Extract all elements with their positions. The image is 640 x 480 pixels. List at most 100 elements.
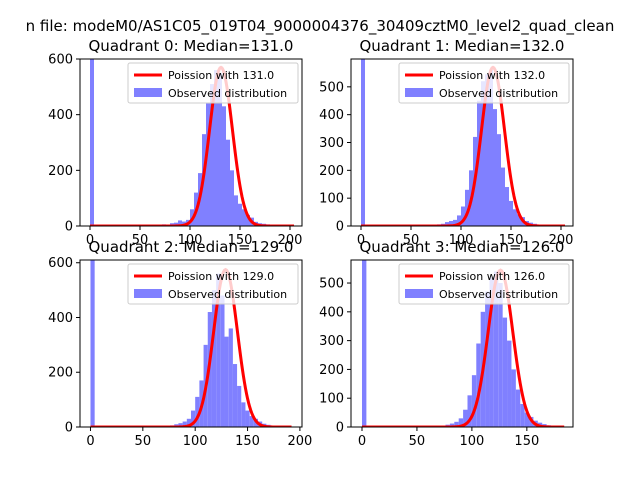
x-tick-label: 0 (86, 233, 94, 248)
legend: Poission with 126.0 Observed distribution (398, 263, 570, 305)
axes-frame (79, 259, 303, 428)
histogram-bar (174, 222, 178, 226)
histogram-bar (449, 220, 453, 226)
histogram-bar (246, 214, 250, 226)
histogram-bar (509, 200, 513, 226)
y-tick-label: 600 (48, 53, 73, 68)
legend-fit-label: Poission with 126.0 (439, 270, 545, 283)
y-tick-label: 500 (319, 80, 344, 95)
histogram-bar (477, 100, 481, 226)
histogram-bar (210, 84, 214, 226)
histogram-bar (457, 215, 461, 226)
histogram-bar (249, 416, 254, 427)
x-tick-label: 100 (183, 434, 208, 449)
y-tick-label: 400 (48, 311, 73, 326)
histogram-bar (485, 291, 490, 427)
histogram-bar (178, 423, 183, 427)
histogram-bar (467, 395, 472, 427)
histogram-bar (90, 260, 95, 427)
y-tick-label: 0 (336, 220, 344, 235)
y-tick-label: 100 (319, 392, 344, 407)
histogram-bar (471, 375, 477, 427)
histogram-bars (361, 260, 565, 427)
histogram-bar (489, 277, 494, 427)
x-tick-label: 100 (459, 434, 484, 449)
x-tick-label: 0 (358, 434, 366, 449)
legend-hist-label: Observed distribution (439, 288, 558, 301)
quadrant-3-panel: 0 50 100 150 0 100 200 300 400 500 Quadrant 3: Med… (319, 238, 574, 449)
histogram-bar (234, 195, 238, 226)
histogram-bar (453, 219, 457, 226)
y-tick-label: 400 (48, 108, 73, 123)
quadrant-2-panel: 0 50 100 150 200 0 200 400 600 Quadrant 2: Median… (48, 238, 312, 449)
legend-box (127, 62, 299, 104)
histogram-bar (195, 396, 200, 427)
quadrant-1-panel: 0 50 100 150 200 0 100 200 300 400 500 Quadrant 1: … (319, 37, 574, 248)
legend-hist-label: Observed distribution (439, 87, 558, 100)
histogram-bar (218, 72, 222, 226)
x-tick-label: 200 (287, 434, 312, 449)
y-tick-label: 600 (48, 256, 73, 271)
histogram-bar (463, 409, 468, 427)
legend-hist-swatch (134, 289, 162, 298)
histogram-bar (476, 343, 481, 427)
histogram-bar (505, 187, 509, 226)
histogram-bar (520, 403, 525, 427)
y-tick-label: 200 (319, 363, 344, 378)
legend-hist-label: Observed distribution (168, 87, 287, 100)
axes-frame (350, 259, 574, 428)
histogram-bar (232, 364, 238, 427)
x-tick-label: 150 (499, 233, 524, 248)
histogram-bar (224, 336, 229, 427)
y-tick-label: 100 (319, 192, 344, 207)
histogram-bar (449, 423, 455, 427)
legend-hist-label: Observed distribution (168, 288, 287, 301)
panel-title: Quadrant 1: Median=132.0 (360, 37, 565, 55)
legend-hist-swatch (405, 88, 433, 97)
histogram-bar (511, 369, 516, 427)
x-tick-label: 0 (357, 233, 365, 248)
poisson-fit-line (361, 268, 565, 427)
y-tick-label: 200 (48, 366, 73, 381)
histogram-bar (226, 139, 230, 226)
histogram-bar (361, 59, 365, 226)
histogram-bar (186, 418, 191, 427)
legend: Poission with 132.0 Observed distribution (398, 62, 570, 104)
histogram-bar (220, 295, 225, 427)
histogram-bar (517, 214, 521, 226)
x-tick-label: 100 (449, 233, 474, 248)
x-tick-label: 50 (403, 233, 420, 248)
histogram-bar (361, 260, 367, 427)
histogram-bar (445, 222, 449, 226)
x-tick-label: 50 (409, 434, 426, 449)
histogram-bar (245, 410, 250, 427)
x-tick-label: 50 (132, 233, 149, 248)
axes-frame (79, 58, 303, 227)
y-tick-label: 200 (48, 164, 73, 179)
histogram-bar (182, 421, 187, 427)
histogram-bar (498, 283, 503, 427)
x-tick-label: 150 (514, 434, 539, 449)
histogram-bar (502, 317, 508, 427)
histogram-bar (507, 340, 512, 427)
histogram-bar (493, 109, 497, 226)
y-tick-label: 300 (319, 334, 344, 349)
y-tick-label: 400 (319, 108, 344, 123)
histogram-bar (461, 206, 465, 226)
x-tick-label: 150 (235, 434, 260, 449)
histogram-bar (241, 402, 246, 427)
y-tick-label: 0 (336, 421, 344, 436)
histogram-bar (206, 103, 210, 226)
histogram-bar (454, 421, 459, 427)
y-tick-label: 200 (319, 164, 344, 179)
histogram-bar (497, 134, 501, 226)
legend-hist-swatch (134, 88, 162, 97)
y-tick-label: 0 (65, 220, 73, 235)
legend-fit-label: Poission with 129.0 (168, 270, 274, 283)
x-tick-label: 150 (228, 233, 253, 248)
histogram-bar (524, 412, 530, 427)
x-tick-label: 200 (549, 233, 574, 248)
histogram-bar (515, 389, 521, 427)
histogram-bar (222, 106, 226, 226)
